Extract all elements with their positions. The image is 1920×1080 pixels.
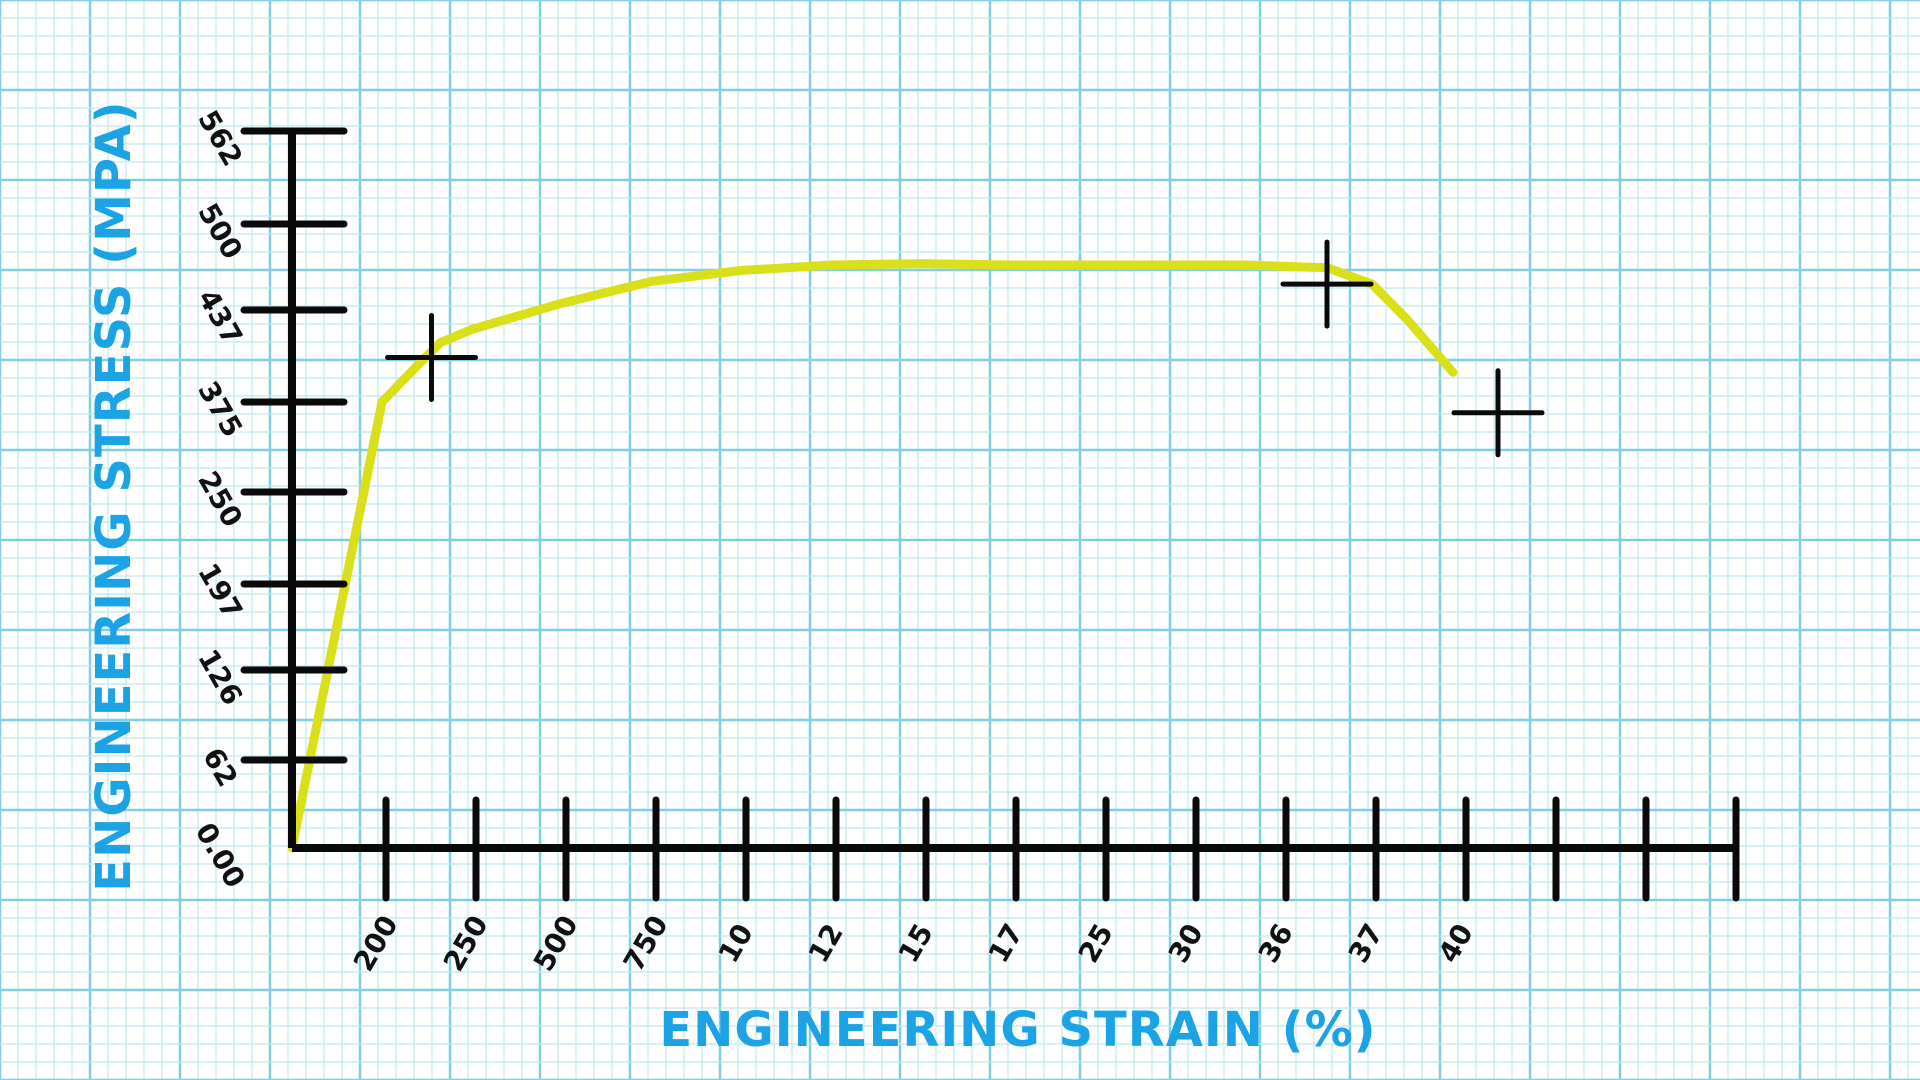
point-marker [1451, 368, 1545, 458]
y-tick-label: 197 [191, 558, 249, 625]
markers-layer [385, 239, 1545, 458]
y-tick-label: 437 [191, 284, 249, 351]
stress-strain-curve [287, 259, 1458, 853]
x-axis-title: ENGINEERING STRAIN (%) [659, 1002, 1376, 1058]
point-marker [1280, 239, 1374, 329]
y-tick-label: 126 [191, 644, 249, 711]
y-tick-label: 250 [191, 466, 249, 533]
y-tick-label: 62 [196, 742, 244, 792]
y-tick-label: 375 [191, 376, 249, 443]
curve-layer [287, 259, 1458, 853]
y-axis-title: ENGINEERING STRESS (MPA) [86, 100, 142, 891]
axes [240, 127, 1740, 902]
point-marker [385, 312, 478, 402]
y-tick-label: 500 [191, 198, 249, 265]
